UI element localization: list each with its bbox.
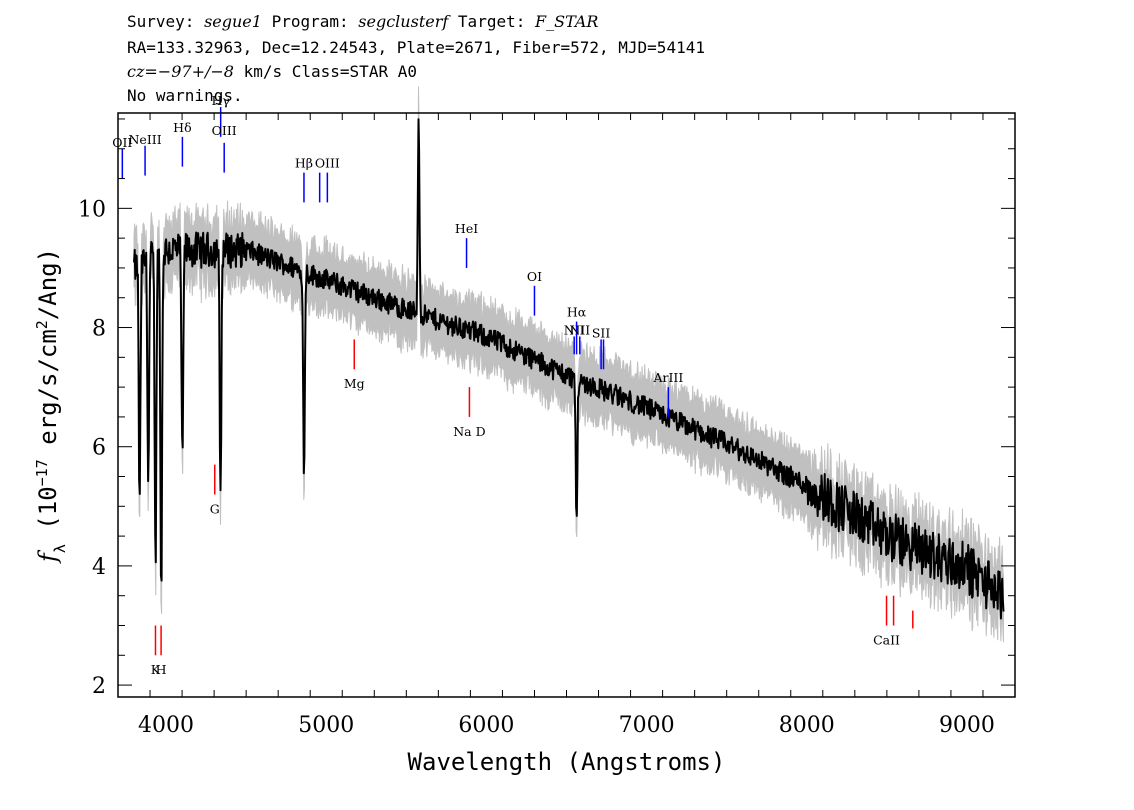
emission-label-NII: NII (569, 323, 590, 338)
error-band (133, 86, 1004, 643)
x-tick-label: 9000 (939, 713, 995, 738)
target-value: F_STAR (535, 12, 599, 31)
emission-label-OIII: OIII (212, 123, 237, 138)
y-tick-label: 6 (92, 436, 106, 461)
header-line-2: RA=133.32963, Dec=12.24543, Plate=2671, … (127, 38, 705, 57)
header-line-3: cz=−97+/−8 km/s Class=STAR A0 (127, 61, 417, 83)
absorption-label-H: H (156, 662, 167, 677)
x-tick-label: 8000 (779, 713, 835, 738)
survey-value: segue1 (204, 12, 262, 31)
absorption-label-Mg: Mg (344, 376, 365, 391)
x-axis-label: Wavelength (Angstroms) (408, 748, 726, 776)
absorption-label-Na-D: Na D (453, 424, 485, 439)
y-tick-label: 4 (92, 555, 106, 580)
header-line-1: Survey: segue1 Program: segclusterf Targ… (127, 11, 598, 33)
flux-line (133, 118, 1005, 620)
emission-label-OI: OI (527, 269, 542, 284)
emission-label-HeI: HeI (455, 221, 478, 236)
absorption-label-CaII: CaII (873, 632, 900, 647)
x-tick-label: 4000 (138, 713, 194, 738)
absorption-label-G: G (210, 501, 220, 516)
absorption-label-K: K (151, 662, 161, 677)
y-tick-label: 10 (78, 197, 106, 222)
x-tick-label: 5000 (298, 713, 354, 738)
flux-series (133, 118, 1005, 620)
x-tick-label: 7000 (619, 713, 675, 738)
x-tick-label: 6000 (458, 713, 514, 738)
emission-label-NeIII: NeIII (128, 132, 161, 147)
y-tick-label: 8 (92, 317, 106, 342)
emission-label-Hγ: Hγ (211, 93, 229, 108)
survey-label: Survey: (127, 12, 195, 31)
emission-label-OIII: OIII (315, 156, 340, 171)
y-axis-label: fλ (10−17 erg/s/cm2/Ang) (33, 248, 69, 564)
program-label: Program: (271, 12, 349, 31)
emission-label-ArIII: ArIII (652, 370, 683, 385)
emission-label-NII: NII (564, 323, 585, 338)
emission-label-SII: SII (592, 325, 611, 340)
program-value: segclusterf (358, 12, 449, 31)
y-tick-label: 2 (92, 674, 106, 699)
header-line-4: No warnings. (127, 86, 243, 105)
class-text: km/s Class=STAR A0 (233, 62, 417, 81)
target-label: Target: (457, 12, 526, 31)
emission-label-Hβ: Hβ (295, 156, 313, 171)
emission-label-Hδ: Hδ (173, 120, 191, 135)
error-band-area (133, 86, 1004, 643)
redshift-value: cz=−97+/−8 (127, 62, 234, 81)
axis-ticks: 4000 5000 6000 7000 8000 9000 2 4 6 8 10 (78, 113, 1016, 738)
emission-label-Hα: Hα (567, 305, 587, 320)
